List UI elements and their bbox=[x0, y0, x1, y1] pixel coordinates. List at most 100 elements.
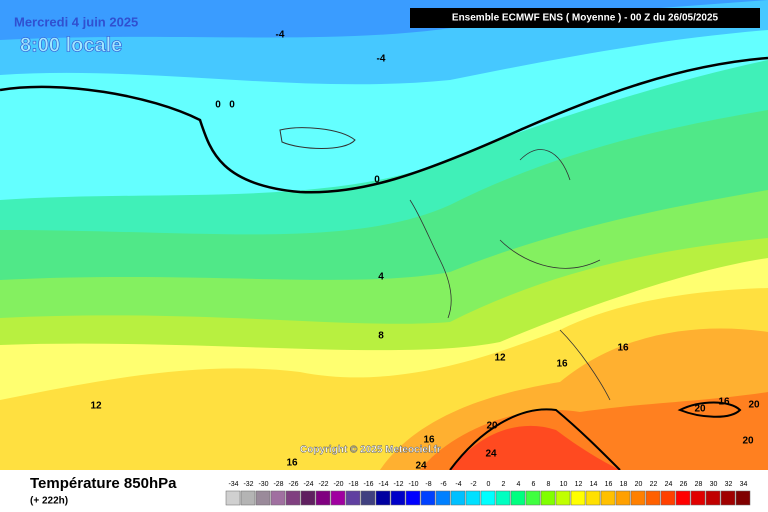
legend-label: 24 bbox=[665, 481, 673, 488]
lead-time: (+ 222h) bbox=[30, 496, 68, 507]
legend-label: -18 bbox=[348, 481, 358, 488]
contour-label: 16 bbox=[556, 359, 568, 370]
legend-label: 4 bbox=[517, 481, 521, 488]
legend-swatch bbox=[660, 490, 676, 506]
local-time: 8:00 locale bbox=[20, 34, 122, 56]
legend-label: -8 bbox=[425, 481, 431, 488]
legend-swatch bbox=[285, 490, 301, 506]
legend-swatch bbox=[525, 490, 541, 506]
legend-label: -14 bbox=[378, 481, 388, 488]
legend-swatch bbox=[405, 490, 421, 506]
legend-swatch bbox=[435, 490, 451, 506]
legend-swatch bbox=[225, 490, 241, 506]
contour-label: 0 bbox=[374, 175, 380, 186]
legend-swatch bbox=[270, 490, 286, 506]
legend-swatch bbox=[255, 490, 271, 506]
contour-label: 12 bbox=[494, 353, 506, 364]
legend-label: 14 bbox=[590, 481, 598, 488]
legend-swatch bbox=[615, 490, 631, 506]
legend-swatch bbox=[555, 490, 571, 506]
legend-swatch bbox=[375, 490, 391, 506]
legend-label: 34 bbox=[740, 481, 748, 488]
legend-swatch bbox=[585, 490, 601, 506]
legend-label: -24 bbox=[303, 481, 313, 488]
legend-swatch bbox=[390, 490, 406, 506]
legend-label: 10 bbox=[560, 481, 568, 488]
contour-label: 16 bbox=[423, 435, 435, 446]
contour-label: 0 bbox=[215, 100, 221, 111]
legend-swatch bbox=[645, 490, 661, 506]
contour-label: 20 bbox=[742, 436, 754, 447]
contour-label: 16 bbox=[718, 397, 730, 408]
legend-label: 18 bbox=[620, 481, 628, 488]
contour-label: -4 bbox=[377, 54, 386, 65]
legend-label: 12 bbox=[575, 481, 583, 488]
legend-label: -16 bbox=[363, 481, 373, 488]
legend-swatch bbox=[630, 490, 646, 506]
legend-label: -10 bbox=[408, 481, 418, 488]
legend-label: 28 bbox=[695, 481, 703, 488]
legend-swatch bbox=[315, 490, 331, 506]
legend-swatch bbox=[360, 490, 376, 506]
model-run: Ensemble ECMWF ENS ( Moyenne ) - 00 Z du… bbox=[452, 13, 719, 24]
legend-label: -28 bbox=[273, 481, 283, 488]
legend-swatch bbox=[420, 490, 436, 506]
contour-label: 16 bbox=[617, 343, 629, 354]
contour-label: 16 bbox=[286, 458, 298, 469]
contour-label: 8 bbox=[378, 331, 384, 342]
legend-label: 32 bbox=[725, 481, 733, 488]
color-legend: -34 -32 -30 -28 -26 -24 -22 -20 -18 -16 -14 -12 -10-… bbox=[225, 481, 751, 506]
contour-label: 24 bbox=[485, 449, 497, 460]
model-box bbox=[410, 8, 760, 28]
legend-label: 30 bbox=[710, 481, 718, 488]
legend-swatch bbox=[465, 490, 481, 506]
contour-label: 0 bbox=[229, 100, 235, 111]
legend-swatch bbox=[345, 490, 361, 506]
variable: Température 850hPa bbox=[30, 475, 177, 492]
copyright: Copyright © 2025 Meteociel.fr bbox=[300, 445, 441, 456]
legend-swatch bbox=[540, 490, 556, 506]
legend-swatch bbox=[450, 490, 466, 506]
legend-label: -32 bbox=[243, 481, 253, 488]
legend-swatch bbox=[330, 490, 346, 506]
legend-swatch bbox=[690, 490, 706, 506]
legend-swatch bbox=[600, 490, 616, 506]
legend-label: -30 bbox=[258, 481, 268, 488]
legend-swatch bbox=[480, 490, 496, 506]
contour-label: 20 bbox=[748, 400, 760, 411]
contour-label: 24 bbox=[415, 461, 427, 472]
contour-label: 12 bbox=[90, 401, 102, 412]
legend-swatch bbox=[570, 490, 586, 506]
legend-label: -4 bbox=[455, 481, 461, 488]
legend-swatch bbox=[735, 490, 751, 506]
contour-label: -4 bbox=[276, 30, 285, 41]
legend-swatch bbox=[705, 490, 721, 506]
legend-label: -6 bbox=[440, 481, 446, 488]
legend-swatch bbox=[300, 490, 316, 506]
legend-label: -26 bbox=[288, 481, 298, 488]
temperature-field bbox=[0, 0, 768, 471]
legend-label: 16 bbox=[605, 481, 613, 488]
legend-label: 6 bbox=[532, 481, 536, 488]
contour-label: 20 bbox=[694, 404, 706, 415]
legend-swatch bbox=[240, 490, 256, 506]
legend-swatch bbox=[495, 490, 511, 506]
legend-label: 20 bbox=[635, 481, 643, 488]
contour-label: 4 bbox=[378, 272, 384, 283]
date: Mercredi 4 juin 2025 bbox=[14, 14, 138, 29]
legend-label: -2 bbox=[470, 481, 476, 488]
contour-label: 20 bbox=[486, 421, 498, 432]
legend-label: 22 bbox=[650, 481, 658, 488]
legend-swatch bbox=[510, 490, 526, 506]
legend-label: -12 bbox=[393, 481, 403, 488]
legend-label: -20 bbox=[333, 481, 343, 488]
legend-label: 0 bbox=[487, 481, 491, 488]
legend-swatch bbox=[720, 490, 736, 506]
legend-label: 8 bbox=[547, 481, 551, 488]
legend-label: 26 bbox=[680, 481, 688, 488]
legend-label: -22 bbox=[318, 481, 328, 488]
legend-label: -34 bbox=[228, 481, 238, 488]
legend-swatch bbox=[675, 490, 691, 506]
